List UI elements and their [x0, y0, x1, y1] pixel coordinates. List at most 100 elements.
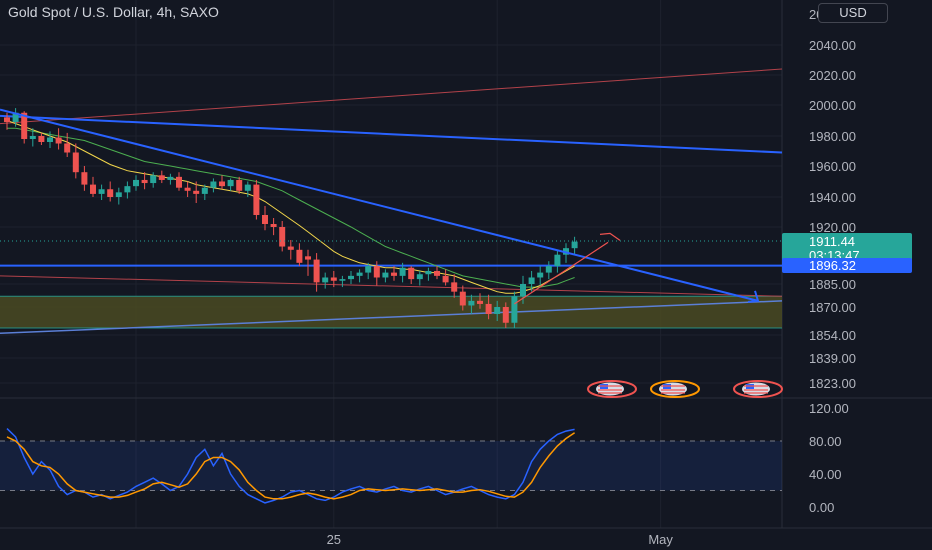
candle — [12, 108, 19, 127]
candle-body — [107, 189, 114, 197]
price-tick-label: 1823.00 — [809, 376, 856, 391]
candle-body — [167, 176, 174, 180]
candle-body — [554, 254, 561, 267]
stoch-tick-label: 40.00 — [809, 467, 842, 482]
level-price-label: 1896.32 — [809, 258, 856, 273]
candle — [373, 261, 380, 286]
candle-body — [305, 256, 311, 260]
price-tick-label: 2000.00 — [809, 98, 856, 113]
candle — [434, 266, 440, 280]
candle — [502, 302, 509, 328]
upper-trendline[interactable] — [0, 114, 783, 154]
candle-body — [442, 275, 449, 283]
up-arrow-projection[interactable] — [514, 232, 621, 305]
candle-body — [399, 267, 406, 276]
candle-body — [279, 227, 286, 247]
candle — [81, 166, 88, 191]
price-tick-label: 2020.00 — [809, 68, 856, 83]
price-tags: 1911.44 03:13:47 1896.32 — [782, 233, 912, 273]
candle — [167, 173, 174, 185]
us-flag-event-icon[interactable] — [733, 380, 783, 398]
candle-body — [520, 284, 526, 297]
candle-body — [571, 241, 578, 249]
candle — [133, 175, 139, 191]
currency-button[interactable]: USD — [818, 3, 888, 23]
projection-head — [599, 232, 621, 241]
us-flag-event-icon[interactable] — [650, 380, 700, 398]
candle — [408, 266, 415, 284]
candle — [115, 187, 122, 205]
candle-body — [262, 215, 268, 224]
candle-body — [124, 186, 131, 193]
price-tick-label: 1940.00 — [809, 190, 856, 205]
candle — [184, 181, 191, 197]
candle-body — [210, 181, 217, 188]
candle — [201, 184, 208, 200]
candle-body — [141, 179, 148, 184]
candle — [227, 178, 234, 191]
candle-body — [90, 184, 96, 194]
stochastic-pane — [0, 428, 782, 504]
price-tick-label: 1870.00 — [809, 300, 856, 315]
candle — [494, 300, 501, 321]
candle — [176, 172, 182, 191]
stochastic-axis: 120.00 80.00 40.00 0.00 — [809, 401, 849, 515]
candle — [348, 270, 354, 284]
candle-body — [382, 272, 389, 278]
price-tick-label: 1960.00 — [809, 159, 856, 174]
candle-body — [416, 274, 423, 280]
time-axis[interactable]: 25 May — [327, 532, 674, 547]
candle — [236, 176, 243, 194]
candle-body — [459, 291, 466, 306]
candle-body — [511, 296, 518, 323]
lower-support-line[interactable] — [0, 275, 783, 297]
candle-body — [468, 300, 475, 306]
price-axis[interactable]: 2060.002040.002020.002000.001980.001960.… — [809, 7, 856, 391]
economic-events[interactable] — [587, 380, 783, 398]
time-tick-label: May — [648, 532, 673, 547]
candle-body — [64, 143, 71, 153]
candle — [339, 275, 346, 288]
candle-body — [12, 112, 19, 123]
candle-body — [434, 270, 440, 276]
candle — [520, 275, 526, 304]
candle-body — [270, 224, 277, 227]
event-ring — [650, 380, 700, 398]
resistance-line[interactable] — [0, 68, 783, 125]
candle — [4, 112, 10, 130]
ema-slow-line — [7, 127, 575, 288]
candle-body — [537, 272, 544, 278]
candle-body — [29, 136, 36, 139]
down-arrow-trendline[interactable] — [0, 108, 760, 303]
candle — [158, 170, 165, 184]
candle — [365, 262, 372, 280]
candle-body — [150, 175, 157, 184]
candle — [545, 261, 552, 280]
candle-body — [227, 179, 234, 187]
us-flag-event-icon[interactable] — [587, 380, 637, 398]
last-price-tag-bg — [782, 233, 912, 263]
candle — [356, 269, 363, 283]
candle-body — [477, 300, 483, 304]
candle-body — [348, 275, 354, 280]
candle-body — [4, 117, 10, 123]
stoch-band — [0, 441, 782, 491]
rising-channel-line[interactable] — [0, 300, 783, 334]
candle-body — [330, 277, 337, 281]
candle — [305, 249, 311, 276]
candle — [322, 272, 329, 289]
candle-body — [528, 277, 535, 284]
candle — [416, 270, 423, 286]
candle-body — [494, 307, 501, 314]
price-tick-label: 1839.00 — [809, 351, 856, 366]
candle-body — [296, 249, 303, 263]
candle — [468, 294, 475, 314]
candle-body — [365, 266, 372, 273]
candle — [64, 132, 71, 157]
candle-body — [55, 137, 62, 144]
candle-body — [193, 190, 200, 194]
candle-body — [485, 303, 492, 314]
candle — [98, 184, 105, 200]
candle — [511, 291, 518, 328]
